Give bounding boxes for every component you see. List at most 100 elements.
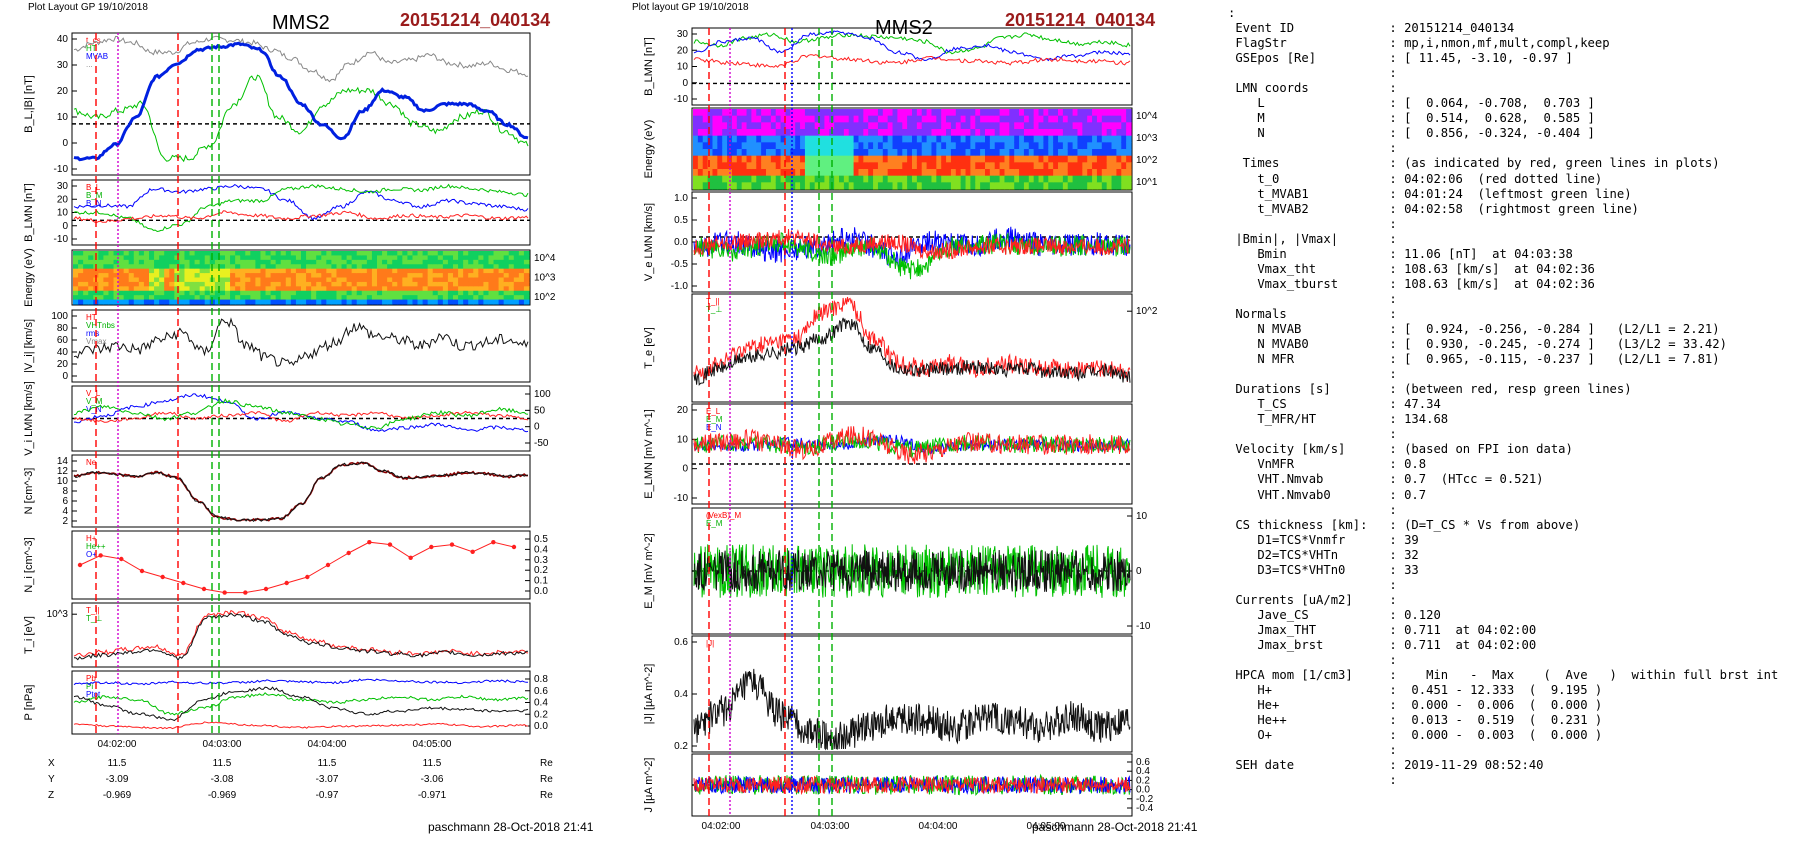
spectrogram-cell bbox=[83, 273, 89, 279]
spectrogram-cell bbox=[103, 273, 110, 279]
spectrogram-cell bbox=[483, 255, 490, 261]
spectrogram-cell bbox=[453, 281, 459, 287]
spectrogram-cell bbox=[154, 286, 160, 292]
spectrogram-cell bbox=[83, 264, 89, 270]
spectrogram-cell bbox=[999, 122, 1006, 130]
spectrogram-cell bbox=[98, 268, 104, 274]
spectrogram-cell bbox=[1092, 182, 1098, 190]
spectrogram-cell bbox=[478, 273, 484, 279]
spectrogram-cell bbox=[795, 175, 801, 183]
spectrogram-cell bbox=[770, 142, 777, 150]
y-tick-label: 10^3 bbox=[1136, 133, 1158, 144]
spectrogram-cell bbox=[250, 299, 256, 305]
spectrogram-cell bbox=[985, 135, 991, 143]
spectrogram-cell bbox=[407, 273, 414, 279]
spectrogram-cell bbox=[800, 162, 806, 170]
spectrogram-cell bbox=[863, 135, 869, 143]
spectrogram-cell bbox=[326, 273, 332, 279]
spectrogram-cell bbox=[766, 115, 772, 123]
spectrogram-cell bbox=[780, 135, 787, 143]
spectrogram-cell bbox=[351, 277, 358, 283]
spectrogram-cell bbox=[1048, 149, 1054, 157]
spectrogram-cell bbox=[887, 155, 894, 163]
spectrogram-cell bbox=[892, 155, 898, 163]
spectrogram-cell bbox=[1126, 142, 1132, 150]
spectrogram-cell bbox=[351, 290, 358, 296]
spectrogram-cell bbox=[1043, 109, 1049, 117]
series-line bbox=[73, 721, 529, 730]
spectrogram-cell bbox=[397, 264, 403, 270]
spectrogram-cell bbox=[518, 281, 525, 287]
spectrogram-cell bbox=[1014, 129, 1020, 137]
spectrogram-cell bbox=[73, 299, 79, 305]
spectrogram-cell bbox=[955, 135, 962, 143]
spectrogram-cell bbox=[897, 169, 903, 177]
spectrogram-cell bbox=[417, 255, 424, 261]
spectrogram-cell bbox=[756, 122, 762, 130]
spectrogram-cell bbox=[970, 175, 976, 183]
spectrogram-cell bbox=[442, 295, 449, 301]
spectrogram-cell bbox=[853, 155, 860, 163]
series-line bbox=[73, 184, 529, 221]
spectrogram-cell bbox=[331, 281, 338, 287]
spectrogram-cell bbox=[839, 122, 845, 130]
spectrogram-cell bbox=[285, 277, 292, 283]
spectrogram-cell bbox=[946, 142, 952, 150]
spectrogram-cell bbox=[1087, 109, 1093, 117]
spectrogram-cell bbox=[1111, 149, 1117, 157]
spectrogram-cell bbox=[387, 268, 393, 274]
spectrogram-cell bbox=[149, 268, 155, 274]
spectrogram-cell bbox=[73, 255, 79, 261]
spectrogram-cell bbox=[1067, 135, 1074, 143]
spectrogram-cell bbox=[138, 286, 145, 292]
spectrogram-cell bbox=[1111, 175, 1117, 183]
series-line bbox=[693, 317, 1131, 386]
spectrogram-cell bbox=[422, 264, 429, 270]
spectrogram-cell bbox=[941, 142, 947, 150]
spectrogram-cell bbox=[722, 122, 728, 130]
spectrogram-cell bbox=[230, 273, 236, 279]
spectrogram-cell bbox=[722, 175, 728, 183]
spectrogram-cell bbox=[1082, 169, 1088, 177]
spectrogram-cell bbox=[204, 277, 211, 283]
spectrogram-cell bbox=[412, 264, 419, 270]
spectrogram-cell bbox=[225, 290, 231, 296]
spectrogram-cell bbox=[863, 115, 869, 123]
spectrogram-cell bbox=[184, 281, 191, 287]
spectrogram-cell bbox=[975, 169, 981, 177]
spectrogram-cell bbox=[321, 290, 327, 296]
info-line: : bbox=[1228, 367, 1397, 382]
spectrogram-cell bbox=[473, 290, 479, 296]
spectrogram-cell bbox=[1087, 142, 1093, 150]
spectrogram-cell bbox=[814, 175, 821, 183]
spectrogram-cell bbox=[133, 286, 140, 292]
spectrogram-cell bbox=[230, 286, 236, 292]
spectrogram-cell bbox=[113, 286, 120, 292]
spectrogram-cell bbox=[442, 290, 449, 296]
spectrogram-cell bbox=[1121, 142, 1127, 150]
spectrogram-cell bbox=[1053, 115, 1059, 123]
spectrogram-cell bbox=[955, 129, 962, 137]
spectrogram-cell bbox=[1033, 162, 1040, 170]
spectrogram-cell bbox=[265, 255, 272, 261]
spectrogram-cell bbox=[189, 295, 196, 301]
spectrogram-cell bbox=[473, 259, 479, 265]
spectrogram-cell bbox=[209, 268, 216, 274]
spectrogram-cell bbox=[523, 281, 530, 287]
spectrogram-cell bbox=[1004, 155, 1010, 163]
legend-entry: VHTnbs bbox=[86, 321, 115, 330]
spectrogram-cell bbox=[965, 175, 971, 183]
spectrogram-cell bbox=[693, 122, 699, 130]
spectrogram-cell bbox=[1121, 182, 1127, 190]
spectrogram-cell bbox=[331, 264, 338, 270]
spectrogram-cell bbox=[1087, 149, 1093, 157]
spectrogram-cell bbox=[1019, 122, 1025, 130]
spectrogram-cell bbox=[717, 135, 723, 143]
spectrogram-cell bbox=[873, 162, 879, 170]
spectrogram-cell bbox=[770, 109, 777, 117]
spectrogram-cell bbox=[1009, 109, 1015, 117]
spectrogram-cell bbox=[892, 129, 898, 137]
spectrogram-cell bbox=[523, 268, 530, 274]
spectrogram-cell bbox=[853, 135, 860, 143]
